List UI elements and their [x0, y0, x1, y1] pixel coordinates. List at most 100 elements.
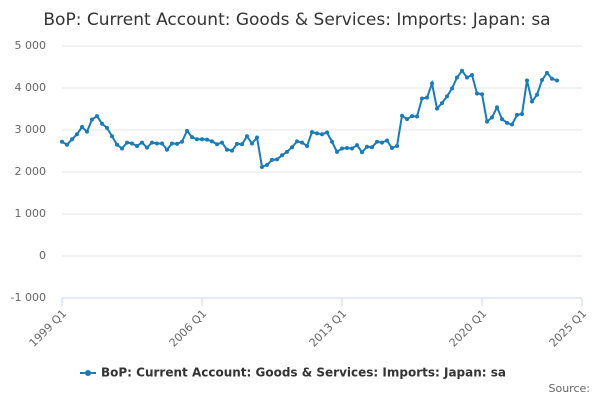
point	[505, 120, 509, 125]
point	[405, 117, 409, 122]
y-tick-label: -1 000	[11, 291, 46, 304]
point	[145, 145, 149, 150]
point	[525, 78, 529, 83]
point	[230, 148, 234, 153]
point	[530, 99, 534, 104]
point	[395, 143, 399, 148]
point	[125, 140, 129, 145]
point	[90, 117, 94, 122]
point	[150, 140, 154, 145]
point	[240, 142, 244, 147]
point	[345, 146, 349, 151]
y-tick-label: 3 000	[15, 123, 47, 136]
point	[510, 122, 514, 127]
point	[370, 145, 374, 150]
point	[400, 113, 404, 118]
point	[375, 139, 379, 144]
point	[365, 144, 369, 149]
point	[155, 141, 159, 146]
point	[300, 140, 304, 145]
point	[275, 157, 279, 162]
y-tick-label: 0	[39, 249, 46, 262]
point	[435, 106, 439, 111]
legend-marker	[85, 370, 91, 376]
point	[85, 129, 89, 134]
point	[235, 141, 239, 146]
point	[350, 146, 354, 151]
point	[260, 164, 264, 169]
point	[185, 128, 189, 133]
point	[290, 145, 294, 150]
point	[545, 70, 549, 75]
point	[100, 121, 104, 126]
point	[500, 117, 504, 122]
x-tick-label: 2025 Q1	[547, 307, 590, 350]
point	[265, 162, 269, 167]
point	[550, 76, 554, 81]
point	[460, 68, 464, 73]
x-tick-label: 1999 Q1	[27, 307, 70, 350]
point	[250, 141, 254, 146]
x-tick-label: 2006 Q1	[167, 307, 210, 350]
point	[60, 139, 64, 144]
point	[480, 92, 484, 97]
point	[380, 140, 384, 145]
point	[335, 149, 339, 154]
point	[65, 142, 69, 147]
point	[180, 139, 184, 144]
point	[245, 134, 249, 139]
point	[470, 72, 474, 77]
point	[200, 137, 204, 142]
point	[490, 115, 494, 120]
point	[295, 139, 299, 144]
point	[415, 114, 419, 119]
point	[280, 153, 284, 158]
point	[215, 142, 219, 147]
point	[80, 125, 84, 130]
point	[320, 132, 324, 137]
chart-title: BoP: Current Account: Goods & Services: …	[43, 10, 550, 30]
point	[165, 147, 169, 152]
point	[195, 137, 199, 142]
point	[420, 96, 424, 101]
point	[110, 134, 114, 139]
point	[225, 147, 229, 152]
point	[410, 114, 414, 119]
point	[75, 132, 79, 137]
point	[310, 130, 314, 135]
point	[520, 112, 524, 117]
point	[120, 146, 124, 151]
point	[455, 75, 459, 80]
point	[555, 78, 559, 83]
series-line	[61, 69, 558, 169]
point	[140, 140, 144, 145]
point	[325, 130, 329, 135]
point	[95, 114, 99, 119]
x-tick-label: 2020 Q1	[447, 307, 490, 350]
point	[475, 91, 479, 96]
y-tick-label: 2 000	[15, 165, 47, 178]
point	[385, 138, 389, 143]
point	[305, 143, 309, 148]
point	[285, 149, 289, 154]
legend-label: BoP: Current Account: Goods & Services: …	[101, 366, 506, 380]
point	[445, 94, 449, 99]
point	[255, 135, 259, 140]
point	[105, 125, 109, 130]
point	[315, 131, 319, 136]
point	[270, 157, 274, 162]
point	[360, 150, 364, 155]
point	[535, 92, 539, 97]
x-tick-label: 2013 Q1	[307, 307, 350, 350]
point	[465, 75, 469, 80]
point	[170, 141, 174, 146]
point	[205, 137, 209, 142]
point	[160, 141, 164, 146]
point	[210, 139, 214, 144]
point	[430, 81, 434, 86]
point	[485, 119, 489, 124]
point	[115, 142, 119, 147]
point	[390, 146, 394, 151]
point	[355, 143, 359, 148]
